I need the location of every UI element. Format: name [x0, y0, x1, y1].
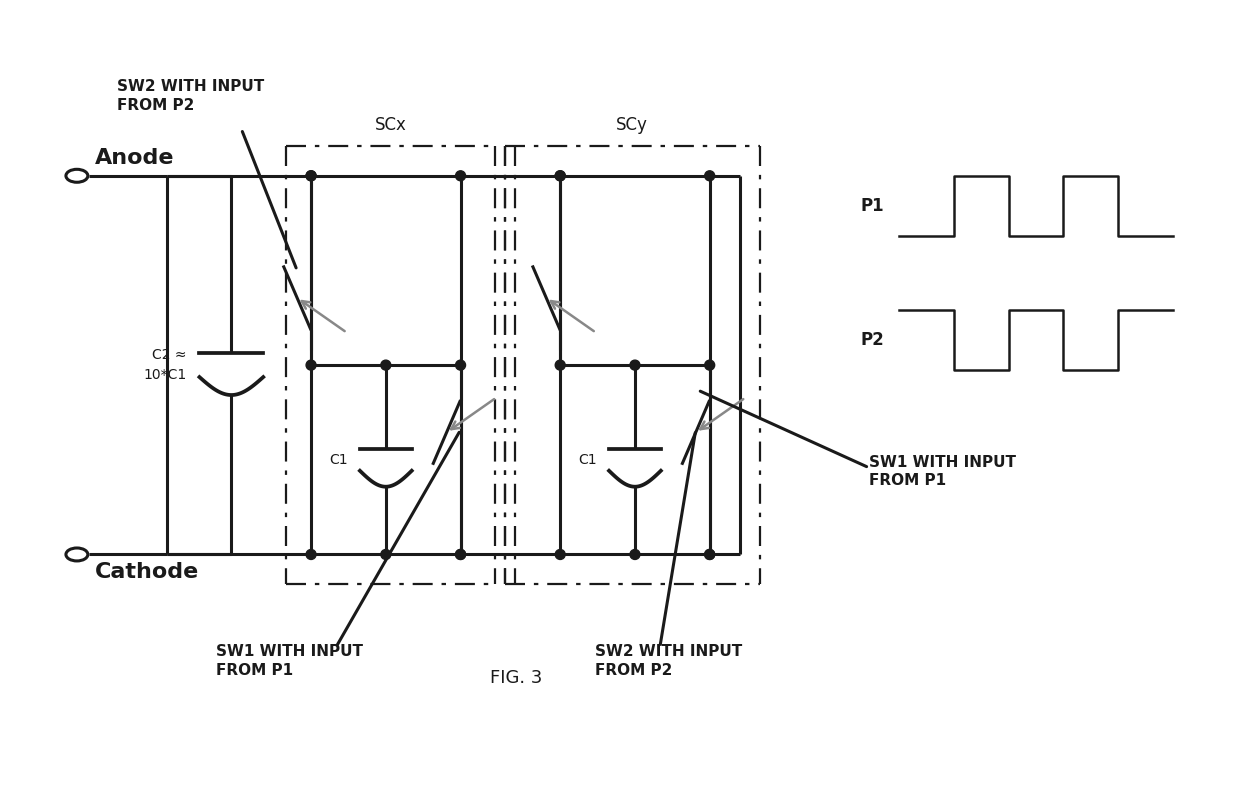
Circle shape: [704, 549, 714, 559]
Text: C1: C1: [578, 453, 598, 467]
Circle shape: [630, 549, 640, 559]
Circle shape: [306, 171, 316, 181]
Text: SCx: SCx: [374, 116, 407, 134]
Text: SW2 WITH INPUT
FROM P2: SW2 WITH INPUT FROM P2: [595, 644, 743, 678]
Text: P1: P1: [861, 197, 884, 215]
Circle shape: [556, 171, 565, 181]
Ellipse shape: [66, 169, 88, 183]
Text: C2 ≈
10*C1: C2 ≈ 10*C1: [144, 348, 186, 382]
Text: SW2 WITH INPUT
FROM P2: SW2 WITH INPUT FROM P2: [117, 79, 264, 113]
Circle shape: [381, 549, 391, 559]
Ellipse shape: [66, 548, 88, 561]
Circle shape: [455, 549, 465, 559]
Circle shape: [306, 549, 316, 559]
Text: SW1 WITH INPUT
FROM P1: SW1 WITH INPUT FROM P1: [217, 644, 363, 678]
Circle shape: [556, 360, 565, 370]
Text: FIG. 3: FIG. 3: [491, 669, 543, 687]
Circle shape: [455, 360, 465, 370]
Circle shape: [704, 549, 714, 559]
Circle shape: [381, 360, 391, 370]
Text: P2: P2: [861, 331, 884, 349]
Circle shape: [455, 171, 465, 181]
Circle shape: [704, 171, 714, 181]
Text: Cathode: Cathode: [94, 562, 200, 582]
Text: SCy: SCy: [616, 116, 647, 134]
Text: SW1 WITH INPUT
FROM P1: SW1 WITH INPUT FROM P1: [869, 455, 1016, 489]
Circle shape: [556, 549, 565, 559]
Circle shape: [306, 171, 316, 181]
Circle shape: [630, 360, 640, 370]
Circle shape: [556, 171, 565, 181]
Circle shape: [704, 360, 714, 370]
Text: Anode: Anode: [94, 148, 175, 168]
Circle shape: [455, 549, 465, 559]
Circle shape: [306, 360, 316, 370]
Text: C1: C1: [330, 453, 348, 467]
